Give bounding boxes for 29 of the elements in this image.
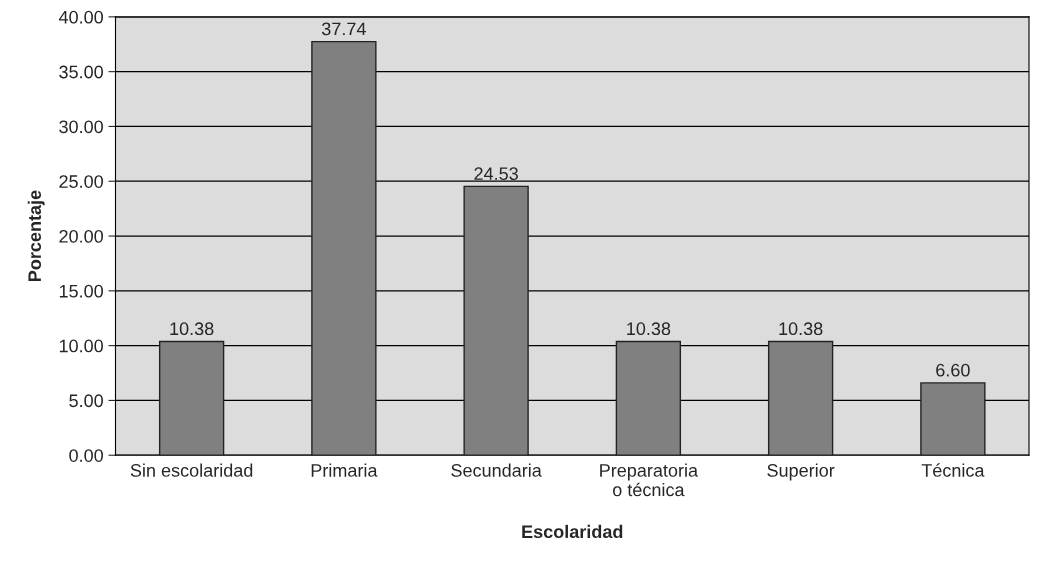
x-tick-label: Sin escolaridad	[130, 463, 253, 477]
x-tick-label: Técnica	[921, 463, 985, 477]
bar	[767, 340, 834, 456]
x-axis-title: Escolaridad	[522, 524, 623, 539]
bar	[615, 340, 682, 456]
x-tick-label: Primaria	[311, 463, 378, 477]
data-label: 24.53	[474, 167, 518, 181]
y-tick-label: 35.00	[59, 65, 103, 79]
data-label: 37.74	[321, 22, 366, 36]
y-tick-label: 25.00	[59, 175, 103, 188]
data-label: 10.38	[627, 322, 671, 336]
x-tick-label: Secundaria	[451, 463, 542, 477]
x-tick-label: Preparatoria o técnica	[600, 463, 699, 497]
bar	[463, 185, 529, 456]
y-tick-label: 30.00	[59, 120, 103, 134]
data-label: 10.38	[170, 322, 214, 336]
bar	[311, 40, 377, 456]
y-tick-label: 10.00	[59, 339, 103, 353]
y-tick-label: 20.00	[59, 229, 103, 243]
data-label: 6.60	[936, 363, 970, 377]
data-label: 10.38	[779, 322, 823, 336]
y-tick-label: 15.00	[59, 284, 103, 298]
bar	[920, 382, 986, 456]
y-tick-label: 40.00	[58, 10, 103, 24]
x-tick-label: Superior	[767, 463, 835, 481]
bar	[158, 340, 225, 456]
y-tick-label: 5.00	[69, 394, 103, 408]
y-tick-label: 0.00	[69, 449, 103, 462]
y-axis-title: Porcentaje	[27, 190, 45, 281]
